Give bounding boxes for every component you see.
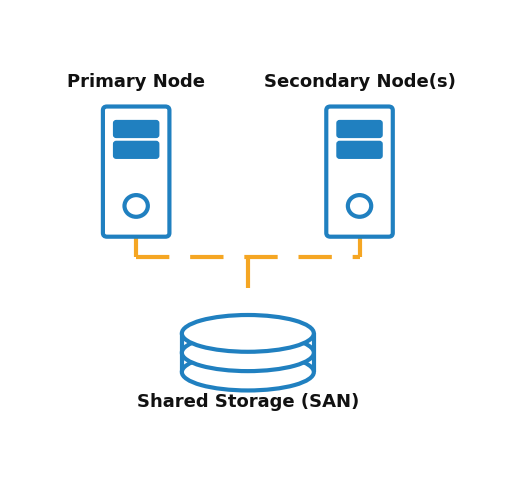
Circle shape [348, 195, 371, 217]
Text: Primary Node: Primary Node [67, 73, 205, 91]
Text: Shared Storage (SAN): Shared Storage (SAN) [137, 393, 359, 411]
Circle shape [124, 195, 148, 217]
FancyBboxPatch shape [338, 122, 381, 136]
Ellipse shape [182, 354, 314, 390]
FancyBboxPatch shape [115, 143, 157, 157]
FancyBboxPatch shape [115, 122, 157, 136]
FancyBboxPatch shape [326, 107, 393, 237]
Ellipse shape [182, 335, 314, 371]
Text: Secondary Node(s): Secondary Node(s) [264, 73, 456, 91]
FancyBboxPatch shape [103, 107, 169, 237]
FancyBboxPatch shape [338, 143, 381, 157]
Ellipse shape [182, 315, 314, 352]
